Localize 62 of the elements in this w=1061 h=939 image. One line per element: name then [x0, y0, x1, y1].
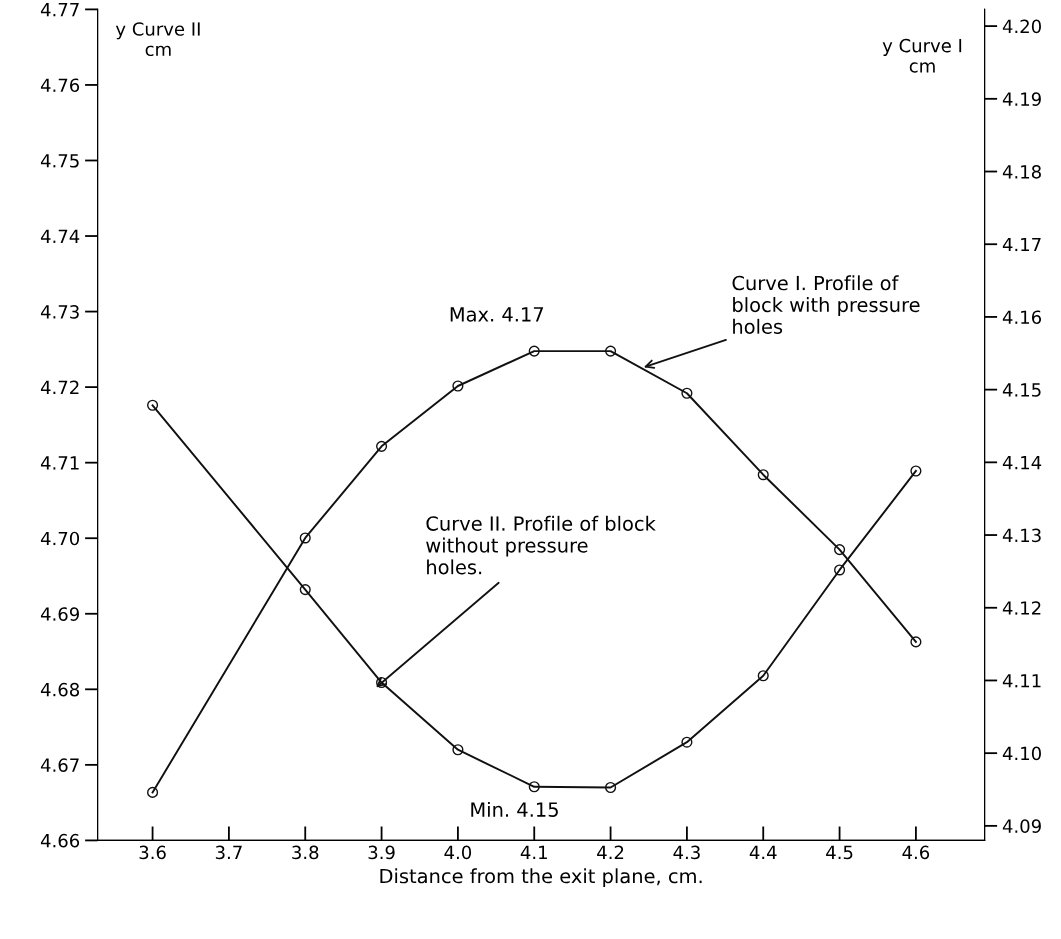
x-tick-label: 3.6 [139, 845, 166, 860]
x-tick-label: 4.5 [826, 845, 853, 860]
y2-tick-label: 4.10 [1002, 746, 1041, 761]
point [757, 670, 769, 682]
y2-tick-label: 4.18 [1002, 164, 1041, 179]
x-tick-label: 4.3 [673, 845, 700, 860]
point [147, 786, 159, 798]
y2-tick-label: 4.16 [1002, 310, 1042, 325]
y-tick-label: 4.76 [40, 78, 80, 93]
y2-tick-label: 4.12 [1002, 601, 1041, 615]
point [681, 387, 693, 399]
y-tick-label: 4.73 [40, 305, 79, 319]
point [605, 345, 617, 357]
x-tick-label: 4.6 [902, 845, 930, 860]
y2-axis-title: y Curve I cm [882, 38, 962, 73]
y-tick-label: 4.70 [40, 531, 80, 546]
point [834, 564, 846, 576]
x-tick-label: 3.9 [368, 845, 395, 860]
point [528, 345, 540, 357]
y2-tick-label: 4.15 [1002, 383, 1041, 397]
y-axis-title: y Curve II cm [115, 22, 200, 57]
annotation: Curve I. Profile of block with pressure holes [732, 275, 920, 334]
point [452, 380, 464, 392]
point [910, 636, 922, 648]
y-tick-label: 4.77 [40, 3, 79, 17]
point [376, 440, 388, 452]
y-tick-label: 4.68 [40, 682, 80, 697]
x-tick-label: 4.1 [520, 845, 547, 859]
x-tick-label: 4.0 [444, 845, 472, 860]
y-tick-label: 4.72 [40, 380, 79, 394]
y-tick-label: 4.69 [40, 607, 79, 621]
point [910, 465, 922, 477]
point [528, 781, 540, 793]
x-tick-label: 3.8 [292, 845, 319, 860]
x-axis-title: Distance from the exit plane, cm. [380, 868, 702, 888]
point [834, 544, 846, 556]
point [147, 399, 159, 411]
y2-tick-label: 4.11 [1002, 674, 1041, 688]
y2-tick-label: 4.14 [1002, 456, 1042, 470]
x-tick-label: 3.7 [215, 845, 242, 860]
x-tick-label: 4.2 [597, 845, 624, 859]
annotation: Curve II. Profile of block without pressure holes. [426, 515, 656, 575]
point [299, 584, 311, 596]
point [605, 781, 617, 794]
x-tick-label: 4.4 [749, 845, 777, 859]
y-tick-label: 4.74 [40, 229, 80, 243]
point [452, 744, 464, 756]
y-tick-label: 4.66 [40, 833, 80, 848]
y-tick-label: 4.71 [40, 456, 79, 470]
annotation: Max. 4.17 [450, 307, 544, 322]
annotation: Min. 4.15 [471, 801, 558, 817]
y-tick-label: 4.67 [40, 758, 79, 772]
y2-tick-label: 4.20 [1002, 19, 1041, 34]
point [299, 532, 311, 544]
point [376, 676, 388, 689]
y2-tick-label: 4.17 [1002, 237, 1041, 252]
point [757, 469, 769, 481]
point [681, 736, 693, 748]
y2-tick-label: 4.19 [1002, 92, 1041, 106]
y2-tick-label: 4.13 [1002, 528, 1041, 543]
y2-tick-label: 4.09 [1002, 819, 1041, 833]
y-tick-label: 4.75 [40, 154, 79, 168]
